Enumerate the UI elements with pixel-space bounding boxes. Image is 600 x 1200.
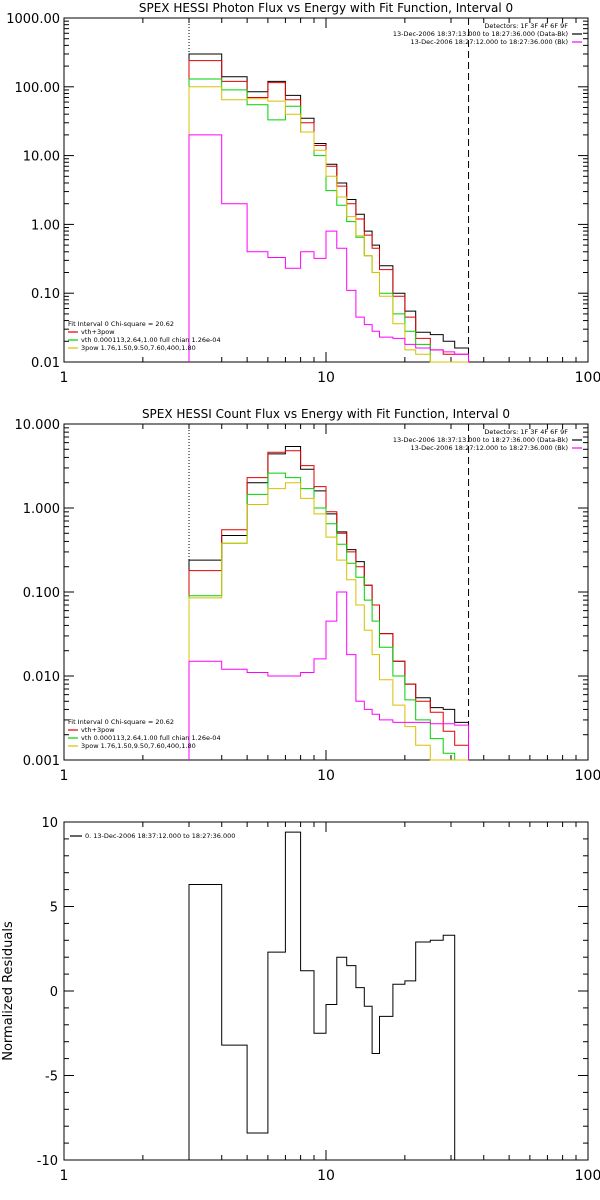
legend-entry: 0. 13-Dec-2006 18:37:12.000 to 18:27:36.… — [85, 832, 235, 840]
legend-entry: vth+3pow — [81, 726, 115, 734]
series-residuals — [188, 831, 469, 1161]
y-axis-label: Normalized Residuals — [1, 921, 16, 1061]
legend-entry: Fit Interval 0 Chi-square = 20.62 — [68, 718, 174, 726]
y-tick-label: -5 — [45, 1070, 58, 1085]
y-tick-label: 0.10 — [31, 287, 60, 302]
series-bk — [188, 591, 469, 760]
y-tick-label: 0 — [50, 985, 58, 1000]
chart-title: SPEX HESSI Count Flux vs Energy with Fit… — [142, 407, 510, 421]
x-axis-ticks — [63, 18, 589, 362]
x-tick-label: 10 — [317, 370, 335, 386]
series-group — [188, 53, 469, 363]
legend-entry: 3pow 1.76,1.50,9.50,7.60,400,1.80 — [81, 344, 196, 352]
y-axis-ticks — [64, 427, 588, 761]
legend-entry: Detectors: 1F 3F 4F 6F 9F — [484, 22, 568, 30]
legend-entry: Fit Interval 0 Chi-square = 20.62 — [68, 320, 174, 328]
legend-entry: 13-Dec-2006 18:37:13.000 to 18:27:36.000… — [393, 30, 568, 38]
series-vth-3pow — [188, 60, 469, 362]
y-tick-label: 10.000 — [15, 418, 61, 433]
legend-entry: 13-Dec-2006 18:27:12.000 to 18:27:36.000… — [411, 38, 569, 46]
y-tick-label: 100.00 — [15, 81, 61, 96]
legend-entry: 13-Dec-2006 18:37:13.000 to 18:27:36.000… — [393, 436, 568, 444]
y-tick-label: 1.000 — [23, 502, 60, 517]
legend-top-left: 0. 13-Dec-2006 18:37:12.000 to 18:27:36.… — [70, 832, 235, 840]
x-tick-label: 1 — [60, 1168, 69, 1184]
series-bk — [188, 134, 469, 362]
y-tick-label: -10 — [37, 1154, 58, 1169]
y-tick-label: 1000.00 — [6, 12, 60, 27]
x-tick-label: 10 — [317, 768, 335, 784]
x-tick-label: 100 — [575, 370, 600, 386]
series-group — [188, 446, 469, 761]
x-axis-ticks — [63, 822, 589, 1160]
series-vth — [188, 78, 469, 363]
series-3pow — [188, 482, 469, 761]
x-axis-ticks — [63, 424, 589, 760]
legend-entry: vth 0.000113,2.64,1.00 full chian 1.26e-… — [81, 734, 221, 742]
x-tick-label: 100 — [575, 1168, 600, 1184]
legend-bottom-left: Fit Interval 0 Chi-square = 20.62vth+3po… — [68, 718, 221, 750]
y-tick-label: 0.100 — [23, 586, 60, 601]
plot-3: 1 10 100 -10 -5 0 5 10 Normalized Residuals 0. 13… — [1, 816, 600, 1184]
y-tick-label: 10 — [41, 816, 58, 831]
legend-entry: vth 0.000113,2.64,1.00 full chian 1.26e-… — [81, 336, 221, 344]
y-tick-label: 0.01 — [31, 356, 60, 371]
legend-entry: vth+3pow — [81, 328, 115, 336]
legend-entry: 13-Dec-2006 18:27:12.000 to 18:27:36.000… — [411, 444, 569, 452]
x-tick-label: 1 — [60, 370, 69, 386]
x-tick-label: 1 — [60, 768, 69, 784]
y-tick-label: 0.001 — [23, 754, 60, 769]
y-tick-label: 5 — [50, 901, 58, 916]
x-tick-label: 10 — [317, 1168, 335, 1184]
series-vth — [188, 472, 469, 761]
legend-entry: Detectors: 1F 3F 4F 6F 9F — [484, 428, 568, 436]
x-tick-label: 100 — [575, 768, 600, 784]
series-group — [188, 831, 469, 1161]
chart-title: SPEX HESSI Photon Flux vs Energy with Fi… — [139, 1, 513, 15]
series-vth-3pow — [188, 450, 469, 760]
y-tick-label: 0.010 — [23, 670, 60, 685]
plot-1: SPEX HESSI Photon Flux vs Energy with Fi… — [6, 1, 600, 386]
series-3pow — [188, 86, 469, 363]
legend-bottom-left: Fit Interval 0 Chi-square = 20.62vth+3po… — [68, 320, 221, 352]
y-axis-ticks — [64, 20, 588, 363]
y-tick-label: 10.00 — [23, 150, 60, 165]
y-axis-ticks — [64, 821, 588, 1161]
legend-entry: 3pow 1.76,1.50,9.50,7.60,400,1.80 — [81, 742, 196, 750]
y-tick-label: 1.00 — [31, 218, 60, 233]
plot-2: SPEX HESSI Count Flux vs Energy with Fit… — [15, 407, 600, 784]
